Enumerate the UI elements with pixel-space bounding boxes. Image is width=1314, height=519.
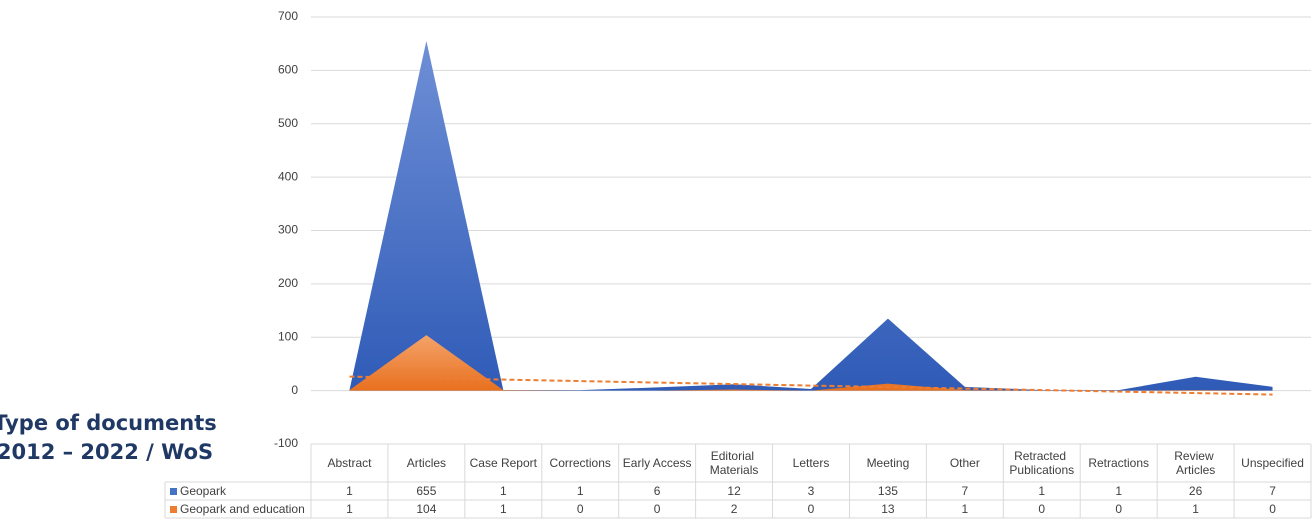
table-cell: 1 — [500, 484, 507, 498]
table-cell: 1 — [1115, 484, 1122, 498]
y-tick-label: 300 — [278, 223, 298, 237]
x-tick-label: Retracted Publications — [1009, 449, 1074, 477]
y-tick-label: 500 — [278, 116, 298, 130]
legend-key — [170, 488, 177, 495]
table-cell: 1 — [1192, 502, 1199, 516]
table-cell: 0 — [654, 502, 661, 516]
table-cell: 0 — [1115, 502, 1122, 516]
table-cell: 0 — [1038, 502, 1045, 516]
y-tick-label: 400 — [278, 169, 298, 183]
table-cell: 0 — [1269, 502, 1276, 516]
table-cell: 0 — [808, 502, 815, 516]
table-cell: 3 — [808, 484, 815, 498]
x-tick-label: Other — [950, 456, 980, 470]
x-tick-label: Review Articles — [1174, 449, 1217, 477]
legend-label: Geopark — [180, 484, 227, 498]
y-tick-label: 700 — [278, 9, 298, 23]
x-tick-label: Letters — [793, 456, 830, 470]
x-tick-label: Meeting — [867, 456, 910, 470]
table-cell: 1 — [1038, 484, 1045, 498]
area — [349, 41, 1273, 391]
table-cell: 26 — [1189, 484, 1203, 498]
legend-label: Geopark and education — [180, 502, 305, 516]
trendline — [349, 375, 1273, 396]
table-cell: 2 — [731, 502, 738, 516]
x-tick-label: Unspecified — [1241, 456, 1304, 470]
x-tick-label: Case Report — [470, 456, 538, 470]
y-tick-label: 100 — [278, 329, 298, 343]
table-cell: 104 — [416, 502, 436, 516]
table-cell: 7 — [1269, 484, 1276, 498]
table-cell: 1 — [962, 502, 969, 516]
y-tick-label: -100 — [274, 436, 298, 450]
x-tick-label: Corrections — [550, 456, 611, 470]
chart-title: Type of documents — [0, 411, 217, 435]
table-cell: 6 — [654, 484, 661, 498]
table-cell: 13 — [881, 502, 895, 516]
table-cell: 1 — [346, 484, 353, 498]
table-cell: 135 — [878, 484, 898, 498]
table-cell: 1 — [577, 484, 584, 498]
table-cell: 12 — [727, 484, 741, 498]
y-tick-label: 0 — [291, 383, 298, 397]
table-cell: 1 — [500, 502, 507, 516]
chart-subtitle: 2012 – 2022 / WoS — [0, 440, 213, 464]
x-tick-label: Articles — [407, 456, 446, 470]
table-cell: 0 — [577, 502, 584, 516]
legend-key — [170, 506, 177, 513]
x-tick-label: Editorial Materials — [710, 449, 759, 477]
x-tick-label: Abstract — [327, 456, 372, 470]
area — [349, 335, 1273, 391]
x-tick-label: Early Access — [623, 456, 692, 470]
table-cell: 1 — [346, 502, 353, 516]
table-cell: 655 — [416, 484, 436, 498]
y-tick-label: 600 — [278, 63, 298, 77]
y-tick-label: 200 — [278, 276, 298, 290]
x-tick-label: Retractions — [1088, 456, 1149, 470]
table-cell: 7 — [962, 484, 969, 498]
